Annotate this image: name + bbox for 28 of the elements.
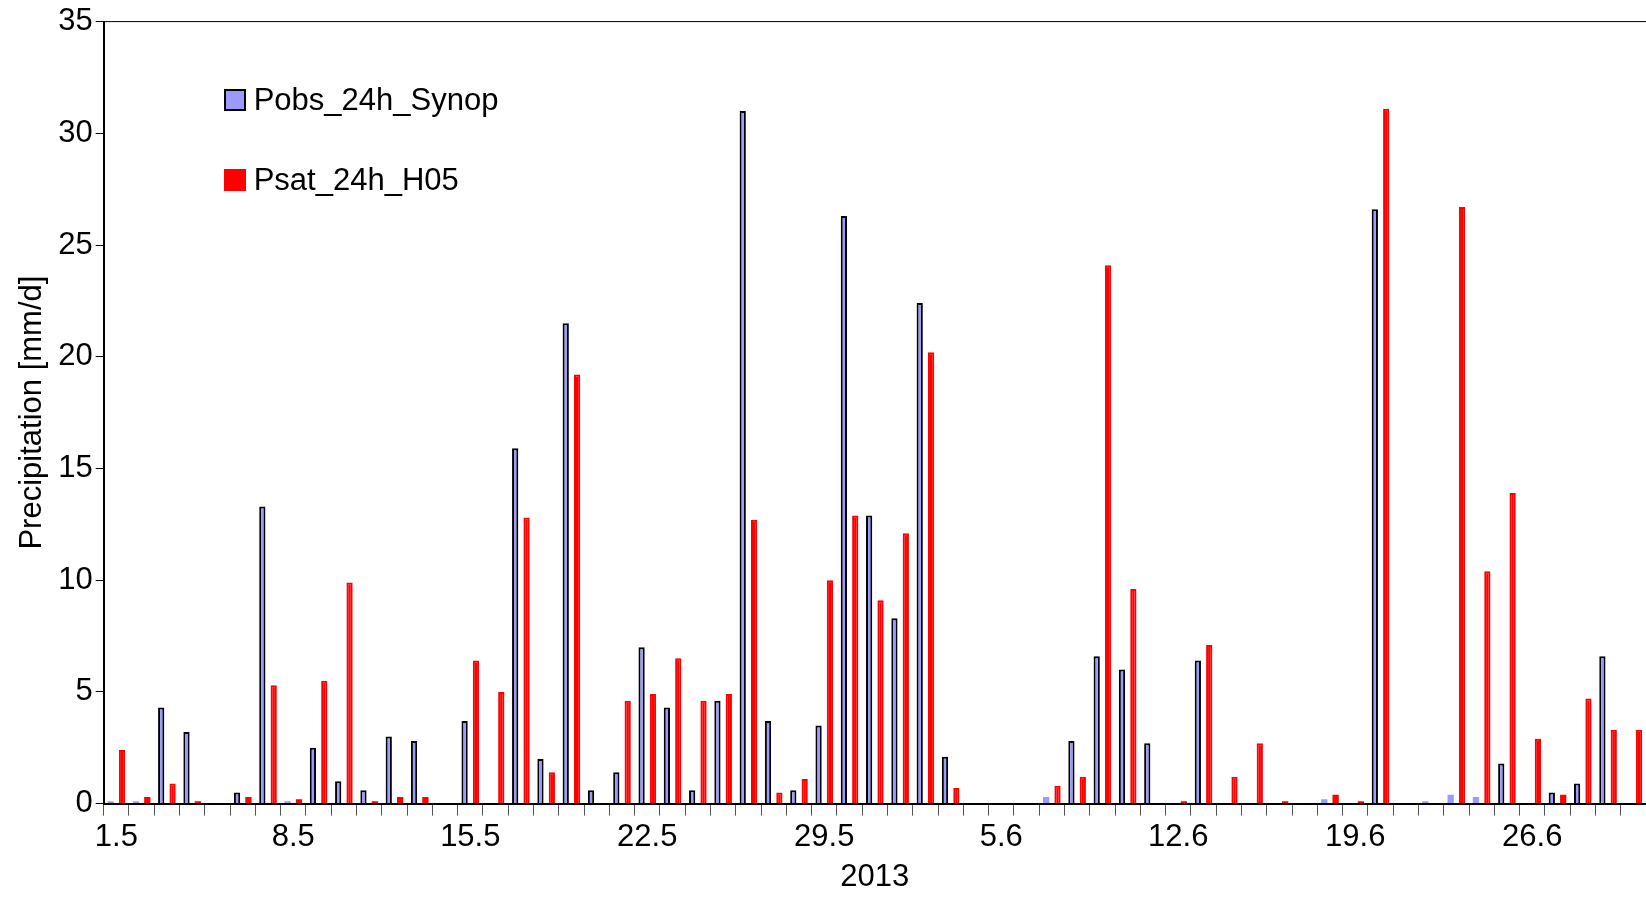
y-tick-label: 0	[75, 784, 93, 820]
x-tick-label: 26.6	[1502, 817, 1563, 853]
y-axis-title: Precipitation [mm/d]	[13, 275, 49, 550]
x-tick-label: 1.5	[94, 817, 138, 853]
x-tick-label: 19.6	[1325, 817, 1386, 853]
y-tick-label: 20	[58, 337, 93, 373]
bar	[144, 796, 151, 804]
bar	[245, 796, 252, 804]
x-tick-label: 8.5	[271, 817, 315, 853]
x-tick-label: 15.5	[440, 817, 501, 853]
y-tick-label: 15	[58, 449, 93, 484]
y-tick-label: 5	[75, 672, 93, 708]
y-tick-label: 30	[58, 113, 93, 149]
x-tick-label: 22.5	[617, 817, 678, 853]
bar	[397, 796, 404, 804]
y-tick-label: 25	[58, 225, 93, 261]
bar	[1332, 794, 1339, 804]
x-tick-label: 29.5	[794, 817, 855, 853]
bar	[295, 799, 303, 804]
y-tick-label: 35	[58, 2, 93, 38]
legend-label: Pobs_24h_Synop	[253, 81, 499, 118]
x-tick-label: 12.6	[1148, 817, 1209, 853]
legend-label: Psat_24h_H05	[253, 161, 459, 198]
x-tick-label: 5.6	[979, 817, 1023, 853]
x-axis-title: 2013	[840, 857, 910, 893]
bar	[422, 796, 429, 804]
bar	[1560, 794, 1567, 804]
y-tick-label: 10	[58, 560, 93, 596]
